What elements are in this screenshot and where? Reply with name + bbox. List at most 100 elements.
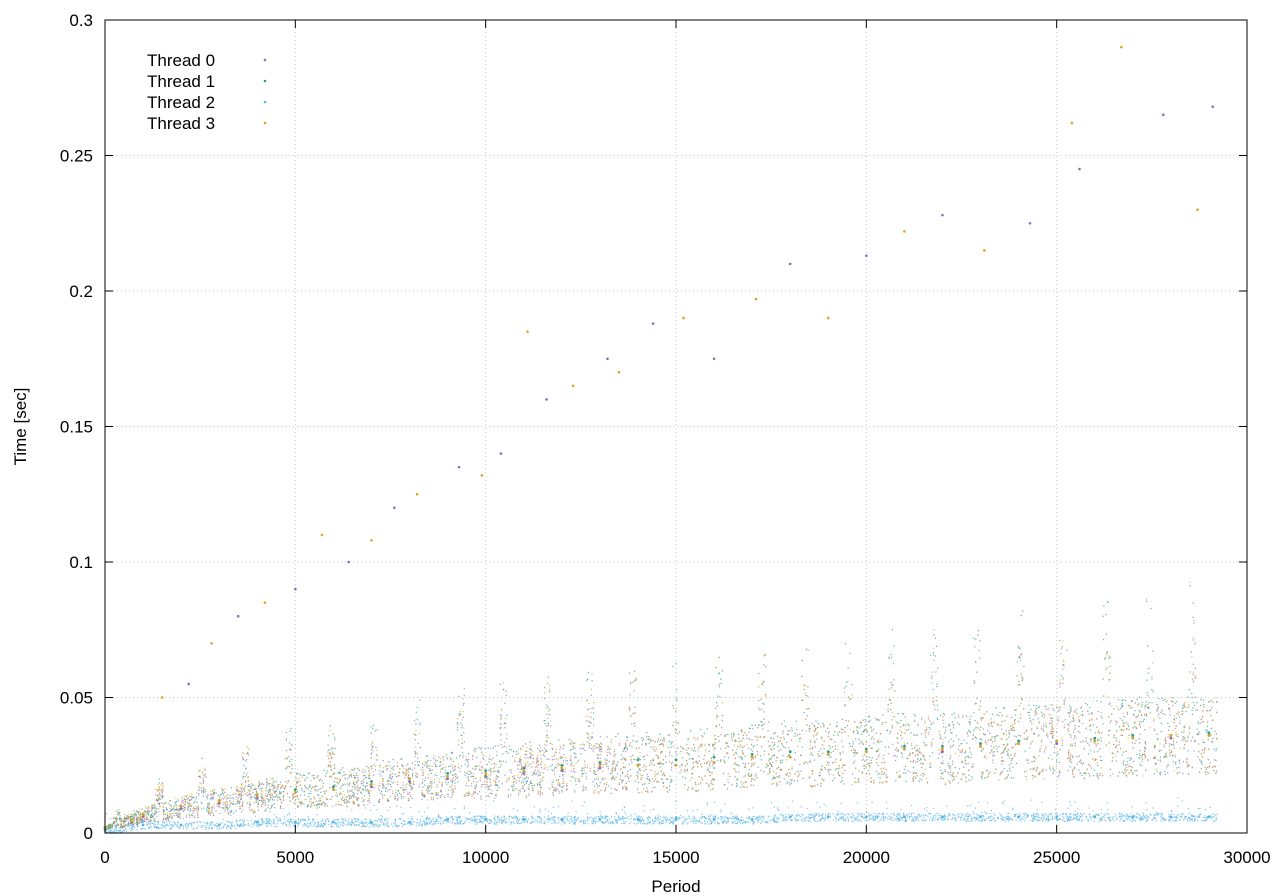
data-point [480,820,482,822]
data-point [259,824,261,826]
data-point [354,824,356,827]
data-point [1122,815,1125,817]
data-point [179,812,181,814]
data-point [480,786,483,788]
data-point [537,822,539,824]
data-point [982,817,984,820]
data-point [423,795,425,797]
data-point [842,816,844,818]
data-point [809,816,811,819]
data-point [1093,815,1095,817]
data-point [1068,816,1071,818]
data-point [157,794,159,796]
data-point [222,818,224,820]
data-point [856,802,859,804]
data-point [407,818,409,820]
data-point [159,793,161,796]
data-point [517,819,519,821]
data-point [903,744,906,746]
data-point [1047,708,1049,710]
data-point [895,815,898,818]
data-point [260,818,262,820]
data-point [520,759,522,761]
data-point [586,813,588,815]
data-point [827,813,830,815]
data-point [184,824,187,826]
data-point [1182,713,1184,715]
data-point [187,823,189,825]
data-point [1142,818,1144,820]
data-point [954,717,956,719]
data-point [557,817,559,819]
data-point [646,817,648,819]
data-point [340,821,343,823]
data-point [602,779,604,781]
data-point [791,814,793,816]
data-point [967,762,969,764]
data-point [426,817,428,819]
data-point [291,821,293,823]
data-point [537,792,539,794]
data-point [1158,812,1160,815]
data-point [166,816,169,818]
data-point [624,767,626,769]
data-point [613,751,616,753]
data-point [815,813,817,815]
data-point [1063,726,1065,729]
data-point [292,822,294,825]
data-point [856,817,858,819]
data-point [641,818,643,821]
data-point [600,815,602,818]
data-point [328,758,330,760]
data-point [952,760,954,762]
data-point [1198,751,1200,753]
data-point [540,780,542,782]
data-point [189,822,191,824]
data-point [611,770,614,772]
data-point [1164,773,1166,775]
data-point [168,824,170,826]
data-points [103,45,1218,834]
data-point [373,804,375,806]
data-point [152,823,154,825]
data-point [190,823,192,825]
data-point [396,799,398,801]
data-point [510,771,512,773]
data-point [827,735,830,737]
data-point [971,820,973,822]
data-point [552,816,554,819]
data-point [768,815,770,817]
data-point [308,818,310,820]
data-point [973,680,975,682]
data-point [819,806,821,808]
data-point [1069,801,1071,803]
data-point [1074,817,1076,819]
data-point [373,786,375,789]
data-point [697,820,699,822]
data-point [922,763,924,765]
data-point [1186,818,1188,820]
data-point [424,824,426,826]
data-point [381,816,384,818]
data-point [510,823,512,825]
data-point [1213,815,1215,818]
data-point [358,805,360,807]
data-point [211,796,213,798]
data-point [718,823,720,825]
data-point [837,813,840,815]
data-point [1170,700,1173,702]
data-point [540,758,542,760]
data-point [274,825,276,828]
data-point [783,818,785,821]
data-point [277,785,279,787]
data-point [138,816,140,819]
data-point [543,820,545,822]
data-point [219,824,221,826]
data-point [1169,714,1171,716]
data-point [516,816,518,819]
data-point [949,746,952,749]
data-point [1083,748,1085,750]
data-point [1007,816,1009,818]
data-point [997,817,999,819]
data-point [525,796,527,798]
